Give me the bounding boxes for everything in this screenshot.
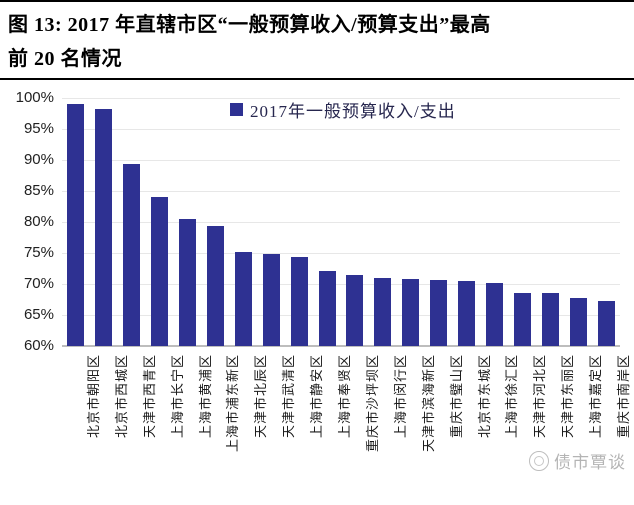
x-axis-category-label: 上海市嘉定区 (588, 354, 604, 439)
x-axis-category-label: 上海市静安区 (309, 354, 325, 439)
x-axis-category-label: 重庆市璧山区 (448, 354, 464, 439)
x-axis-category-label: 上海市浦东新区 (225, 354, 241, 453)
bar-天津市滨海新区 (402, 279, 420, 346)
x-axis-category-label: 上海市徐汇区 (504, 354, 520, 439)
x-axis-category-label: 天津市河北区 (532, 354, 548, 439)
gridline (62, 315, 620, 316)
gridline (62, 222, 620, 223)
x-axis-category-label: 天津市滨海新区 (420, 354, 436, 453)
chart-legend: 2017年一般预算收入/支出 (230, 97, 456, 122)
gridline (62, 253, 620, 254)
bar-重庆市沙坪坝区 (346, 275, 364, 346)
watermark-logo-icon (529, 450, 549, 471)
bar-北京市东城区 (458, 280, 476, 346)
gridline (62, 129, 620, 130)
x-axis-line (62, 345, 620, 347)
y-axis-tick-label: 60% (23, 337, 54, 354)
x-axis-category-label: 天津市西青区 (141, 354, 157, 439)
y-axis-tick-label: 80% (23, 213, 54, 230)
y-axis-tick-label: 65% (23, 306, 54, 323)
x-axis-category-label: 上海市长宁区 (169, 354, 185, 439)
figure-title-line1: 图 13: 2017 年直辖市区“一般预算收入/预算支出”最高 (8, 14, 491, 36)
x-axis-category-label: 上海市闵行区 (392, 354, 408, 439)
legend-swatch-icon (230, 103, 243, 116)
bar-上海市徐汇区 (485, 283, 503, 346)
legend-label: 2017年一般预算收入/支出 (250, 102, 456, 121)
bar-上海市静安区 (290, 256, 308, 346)
bar-天津市北辰区 (234, 252, 252, 346)
bar-天津市西青区 (123, 164, 141, 346)
figure-title: 图 13: 2017 年直辖市区“一般预算收入/预算支出”最高 前 20 名情况 (0, 2, 634, 80)
bar-chart: 2017年一般预算收入/支出 债市覃谈 100% 95% 90% 85% 80% 75% 7… (0, 80, 634, 495)
x-axis-category-label: 上海市奉贤区 (337, 354, 353, 439)
watermark-text: 债市覃谈 (554, 453, 626, 472)
bar-上海市奉贤区 (318, 270, 336, 346)
y-axis-tick-label: 95% (23, 120, 54, 137)
gridline (62, 191, 620, 192)
bar-上海市黄浦区 (179, 218, 197, 346)
bar-天津市东丽区 (541, 293, 559, 346)
y-axis-tick-label: 85% (23, 182, 54, 199)
x-axis-category-label: 重庆市沙坪坝区 (364, 354, 380, 453)
gridline (62, 98, 620, 99)
watermark: 债市覃谈 (529, 448, 626, 473)
x-axis-category-label: 北京市朝阳区 (85, 354, 101, 439)
bar-重庆市璧山区 (430, 280, 448, 346)
x-axis-category-label: 重庆市南岸区 (616, 354, 632, 439)
x-axis-category-label: 北京市西城区 (113, 354, 129, 439)
x-axis-category-label: 天津市北辰区 (253, 354, 269, 439)
bar-北京市朝阳区 (67, 103, 85, 346)
y-axis-tick-label: 70% (23, 275, 54, 292)
x-axis-category-label: 天津市武清区 (281, 354, 297, 439)
plot-area (62, 98, 620, 347)
y-axis-tick-label: 90% (23, 151, 54, 168)
bar-重庆市南岸区 (597, 300, 615, 346)
bar-天津市河北区 (513, 292, 531, 346)
bar-北京市西城区 (95, 109, 113, 346)
bar-上海市嘉定区 (569, 297, 587, 346)
bar-上海市闵行区 (374, 278, 392, 346)
gridline (62, 284, 620, 285)
figure-title-line2: 前 20 名情况 (8, 48, 122, 70)
gridline (62, 160, 620, 161)
x-axis-category-label: 上海市黄浦区 (197, 354, 213, 439)
x-axis-category-label: 北京市东城区 (476, 354, 492, 439)
y-axis-tick-label: 100% (15, 89, 54, 106)
x-axis-category-label: 天津市东丽区 (560, 354, 576, 439)
bar-上海市长宁区 (151, 196, 169, 346)
y-axis-tick-label: 75% (23, 244, 54, 261)
bar-天津市武清区 (262, 253, 280, 346)
bar-上海市浦东新区 (206, 225, 224, 346)
